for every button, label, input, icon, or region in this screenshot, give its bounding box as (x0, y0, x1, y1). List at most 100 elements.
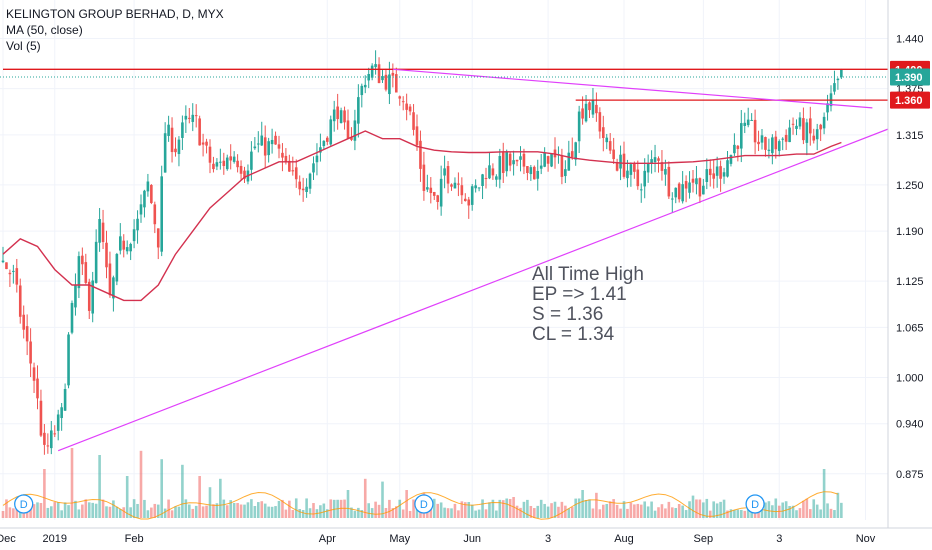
candle-body (5, 262, 8, 270)
volume-bar (774, 498, 778, 518)
volume-bar (115, 506, 119, 518)
candle-body (250, 151, 253, 170)
candle-body (757, 141, 760, 145)
candle-body (374, 64, 377, 68)
candle-body (570, 151, 574, 157)
volume-bar (508, 498, 512, 518)
candle-body (705, 169, 709, 182)
volume-bar (87, 502, 91, 518)
volume-bar (591, 508, 595, 518)
candle-body (729, 155, 733, 164)
volume-bar (319, 505, 322, 518)
candle-body (105, 242, 108, 268)
volume-bar (619, 508, 622, 518)
volume-bar (388, 499, 391, 518)
volume-bar (712, 501, 715, 518)
candle-body (25, 326, 29, 342)
volume-bar (215, 503, 219, 518)
ma-legend[interactable]: MA (50, close) (6, 23, 83, 37)
volume-bar (636, 503, 640, 518)
candle-body (436, 195, 439, 202)
volume-bar (298, 509, 301, 518)
x-tick-label: Jun (463, 533, 481, 545)
volume-bar (5, 499, 8, 518)
candle-body (660, 162, 664, 171)
annotation-line-2: EP => 1.41 (532, 284, 627, 305)
volume-bar (529, 505, 533, 518)
candle-body (802, 118, 805, 141)
volume-bar (484, 509, 488, 518)
volume-bar (653, 510, 657, 518)
candle-body (522, 153, 526, 167)
volume-bar (546, 506, 550, 518)
volume-bar (174, 506, 177, 518)
volume-bar (698, 499, 702, 518)
volume-bar (836, 492, 840, 518)
candle-body (412, 112, 415, 130)
symbol-title[interactable]: KELINGTON GROUP BERHAD, D, MYX (6, 7, 224, 21)
candle-body (301, 188, 305, 191)
volume-bar (498, 499, 502, 518)
volume-bar (160, 459, 163, 518)
volume-bar (688, 501, 691, 518)
dividend-marker (414, 494, 434, 514)
volume-bar (646, 506, 650, 518)
candle-body (381, 76, 384, 81)
price-label-text: 1.360 (895, 95, 923, 107)
volume-bar (108, 506, 112, 518)
volume-bar (346, 490, 350, 518)
candle-body (833, 83, 836, 92)
candle-body (201, 142, 205, 145)
candle-body (298, 181, 301, 190)
candle-body (501, 152, 505, 173)
volume-bar (188, 504, 191, 518)
candle-body (339, 110, 343, 124)
candle-body (367, 74, 370, 81)
candle-body (388, 74, 391, 95)
volume-bar (684, 510, 688, 518)
volume-bar (560, 501, 564, 518)
candle-body (564, 169, 567, 177)
candle-body (646, 163, 650, 173)
candle-body (536, 170, 540, 179)
candle-body (677, 183, 681, 200)
volume-bar (312, 503, 315, 518)
volume-bar (740, 509, 743, 518)
volume-bar (125, 476, 129, 518)
candle-body (698, 178, 702, 197)
candle-body (498, 156, 502, 180)
volume-bar (536, 505, 540, 518)
candle-body (774, 136, 778, 150)
candle-body (805, 122, 809, 143)
volume-bar (139, 450, 143, 518)
volume-bar (184, 499, 188, 518)
candle-body (391, 72, 395, 76)
candle-body (346, 120, 350, 139)
candle-body (477, 187, 481, 189)
candle-body (1, 260, 5, 263)
drawn-lines (0, 68, 894, 452)
candle-body (798, 117, 802, 127)
volume-bar (708, 510, 712, 518)
volume-bar (129, 507, 132, 518)
candle-body (181, 122, 184, 138)
volume-bar (432, 498, 436, 518)
candle-body (63, 389, 67, 411)
candle-body (29, 341, 32, 364)
volume-bar (809, 509, 812, 518)
annotation-line-4: CL = 1.34 (532, 324, 615, 345)
volume-bar (491, 499, 495, 518)
candle-body (602, 127, 605, 139)
volume-bar (191, 508, 195, 518)
candle-body (512, 160, 515, 165)
volume-bar (239, 504, 243, 518)
volume-legend[interactable]: Vol (5) (6, 39, 41, 53)
x-tick-label: 2019 (43, 533, 67, 545)
volume-bar (812, 499, 816, 518)
candle-body (405, 103, 408, 110)
candle-body (826, 103, 829, 113)
candle-body (39, 400, 43, 436)
candle-body (657, 158, 660, 161)
volume-bar (581, 490, 584, 518)
